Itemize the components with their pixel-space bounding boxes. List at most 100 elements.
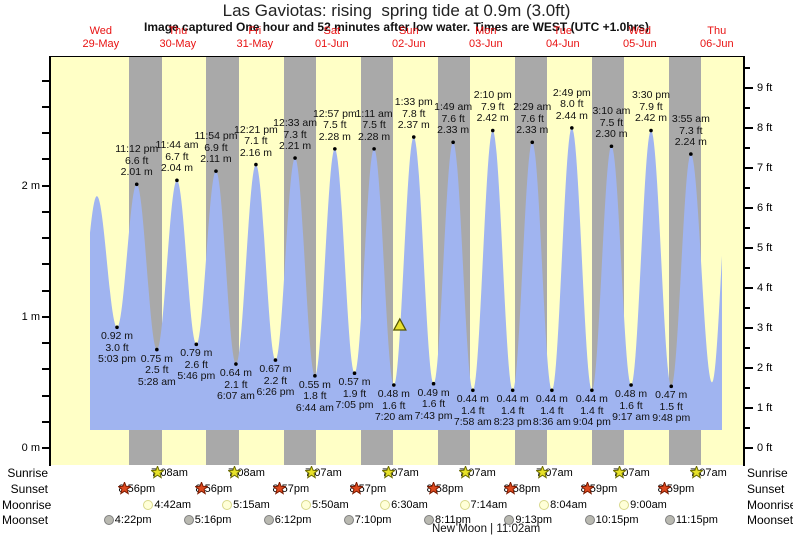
moonrise-time-entry: 5:50am <box>301 498 349 513</box>
day-label: Tue 04-Jun <box>528 25 598 51</box>
tide-extreme-dot <box>510 388 515 393</box>
tide-time: 5:03 pm <box>98 353 136 366</box>
day-name: Wed <box>628 25 651 37</box>
left-axis-tick <box>42 184 49 187</box>
moonrise-row-label-right: Moonrise <box>747 498 793 512</box>
right-axis-tick <box>745 67 750 69</box>
tide-extreme-dot <box>411 135 416 139</box>
moonset-time-entry: 5:16pm <box>183 513 231 528</box>
right-axis-tick <box>745 407 753 409</box>
sunrise-time-entry: 7:07am <box>459 466 496 481</box>
day-label: Sun 02-Jun <box>374 25 444 51</box>
tide-height-ft: 7.6 ft <box>441 112 465 125</box>
moonrise-circle-icon <box>143 500 154 510</box>
plot-top-border <box>49 56 745 57</box>
tide-height-m: 0.47 m <box>655 389 688 402</box>
sunrise-star-icon <box>459 466 473 479</box>
tide-extreme-dot <box>254 162 258 167</box>
sunrise-row-label-right: Sunrise <box>747 466 788 480</box>
day-date: 05-Jun <box>622 38 657 50</box>
sunrise-time-entry: 7:07am <box>690 466 727 481</box>
tide-height-ft: 1.9 ft <box>342 387 367 400</box>
tide-time: 8:23 pm <box>493 416 532 429</box>
low-tide-annotation: 0.44 m 1.4 ft 8:36 am <box>515 394 589 429</box>
tide-height-m: 2.21 m <box>278 140 312 153</box>
tide-extreme-dot <box>155 347 159 352</box>
low-tide-annotation: 0.75 m 2.5 ft 5:28 am <box>120 353 194 389</box>
tide-time: 1:49 am <box>434 101 473 114</box>
day-date: 04-Jun <box>545 38 580 50</box>
tide-height-m: 0.79 m <box>180 347 213 360</box>
tide-height-ft: 7.8 ft <box>402 107 426 120</box>
day-name: Fri <box>248 25 262 37</box>
tide-time: 11:44 am <box>155 139 199 152</box>
left-axis-tick <box>42 263 49 266</box>
right-axis-tick <box>745 127 753 129</box>
right-axis-label: 2 ft <box>757 362 773 374</box>
day-date: 02-Jun <box>391 38 426 50</box>
tide-time: 6:26 pm <box>256 386 295 399</box>
left-axis-tick <box>42 105 49 108</box>
moonrise-circle-icon <box>380 500 391 510</box>
tide-height-m: 2.24 m <box>674 136 707 149</box>
day-label: Fri 31-May <box>220 25 290 51</box>
tide-height-m: 2.44 m <box>555 109 588 122</box>
moonset-time-entry: 9:13pm <box>504 513 552 528</box>
tide-extreme-dot <box>629 383 633 387</box>
right-axis-tick <box>745 307 750 309</box>
sunset-star-icon <box>195 482 209 495</box>
moonrise-time: 8:04am <box>550 499 587 511</box>
moonrise-circle-icon <box>539 500 550 510</box>
sunset-time-entry: 8:59pm <box>580 482 617 497</box>
tide-extreme-dot <box>214 169 218 173</box>
right-axis-label: 3 ft <box>757 322 773 334</box>
low-tide-annotation: 0.67 m 2.2 ft 6:26 pm <box>238 364 312 399</box>
moonrise-time-entry: 4:42am <box>143 498 191 513</box>
sunrise-star-icon <box>228 466 242 479</box>
left-axis-tick <box>42 79 49 82</box>
high-tide-annotation: 11:54 pm 6.9 ft 2.11 m <box>179 131 253 166</box>
tide-extreme-dot <box>570 126 574 130</box>
left-axis-tick <box>42 210 49 213</box>
tide-height-m: 2.28 m <box>318 130 351 143</box>
day-label: Wed 05-Jun <box>605 25 675 51</box>
moon-phase-footnote: New Moon | 11:02am <box>432 523 541 535</box>
right-axis-tick <box>745 447 753 449</box>
right-axis-tick <box>745 367 753 369</box>
tide-time: 11:12 pm <box>115 143 159 156</box>
right-axis-tick <box>745 347 750 349</box>
tide-height-ft: 1.6 ft <box>421 398 446 411</box>
moonset-time: 6:12pm <box>274 514 312 526</box>
sunrise-star-icon <box>536 466 550 479</box>
left-axis-tick <box>42 315 49 318</box>
tide-extreme-dot <box>609 144 614 149</box>
right-axis-label: 4 ft <box>757 282 773 294</box>
tide-time: 9:48 pm <box>652 412 691 425</box>
tide-time: 2:29 am <box>513 101 552 114</box>
tide-time: 6:07 am <box>216 390 255 403</box>
moonset-time-entry: 10:15pm <box>584 513 638 528</box>
day-label: Thu 06-Jun <box>682 25 752 51</box>
tide-height-ft: 1.4 ft <box>580 404 604 417</box>
right-axis-label: 6 ft <box>757 202 773 214</box>
high-tide-annotation: 12:21 pm 7.1 ft 2.16 m <box>219 124 293 160</box>
tide-height-m: 2.11 m <box>200 153 232 166</box>
tide-height-m: 0.49 m <box>417 386 450 399</box>
tide-extreme-dot <box>175 178 179 183</box>
sunrise-star-icon <box>690 466 704 479</box>
tide-height-ft: 1.4 ft <box>501 404 525 417</box>
tide-height-m: 2.33 m <box>516 124 549 137</box>
day-name: Sat <box>323 25 341 37</box>
high-tide-annotation: 1:33 pm 7.8 ft 2.37 m <box>377 97 451 132</box>
sunset-time-entry: 8:57pm <box>349 482 386 497</box>
tide-height-m: 0.44 m <box>496 393 529 406</box>
moonset-circle-icon <box>424 515 435 525</box>
tide-height-ft: 7.1 ft <box>244 135 268 148</box>
low-tide-annotation: 0.57 m 1.9 ft 7:05 pm <box>318 377 392 412</box>
tide-height-ft: 1.6 ft <box>619 399 643 412</box>
tide-extreme-dot <box>689 152 693 156</box>
high-tide-annotation: 12:33 am 7.3 ft 2.21 m <box>258 118 332 153</box>
right-axis-label: 5 ft <box>757 242 773 254</box>
tide-time: 1:11 am <box>355 107 393 120</box>
